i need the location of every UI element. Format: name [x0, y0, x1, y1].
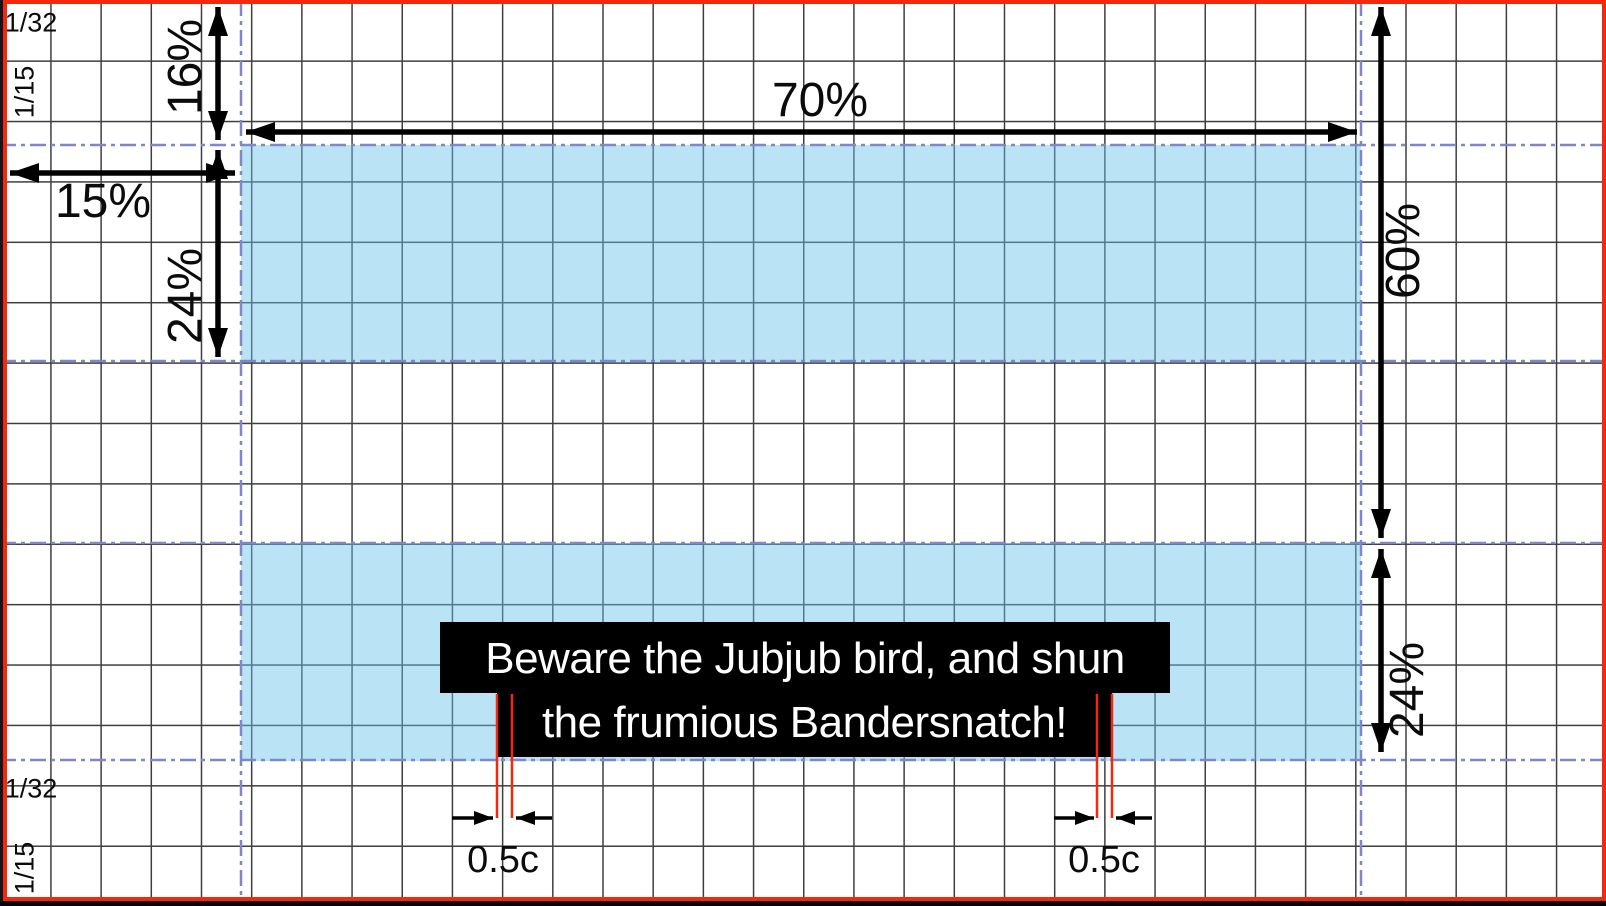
- label-caption-width: 70%: [771, 74, 869, 127]
- caption-line-1: Beware the Jubjub bird, and shun: [440, 622, 1170, 693]
- label-top-margin: 16%: [159, 18, 212, 116]
- frame-edge-left: [0, 0, 3, 906]
- label-bottom-cell-height: 1/15: [9, 841, 40, 895]
- label-left-margin: 15%: [54, 175, 152, 228]
- label-half-char-right: 0.5c: [1068, 839, 1140, 881]
- label-upper-band-height: 24%: [159, 247, 212, 345]
- caption-line-2: the frumious Bandersnatch!: [497, 693, 1112, 757]
- label-upper-span: 60%: [1377, 202, 1430, 300]
- label-top-cell-height: 1/15: [9, 65, 40, 119]
- label-half-char-left: 0.5c: [467, 839, 539, 881]
- label-bottom-cell-width: 1/32: [4, 773, 58, 804]
- frame-edge-bottom: [0, 901, 1606, 906]
- highlight-band-top: [241, 145, 1361, 362]
- label-lower-band-height: 24%: [1381, 641, 1434, 739]
- label-top-cell-width: 1/32: [4, 7, 58, 38]
